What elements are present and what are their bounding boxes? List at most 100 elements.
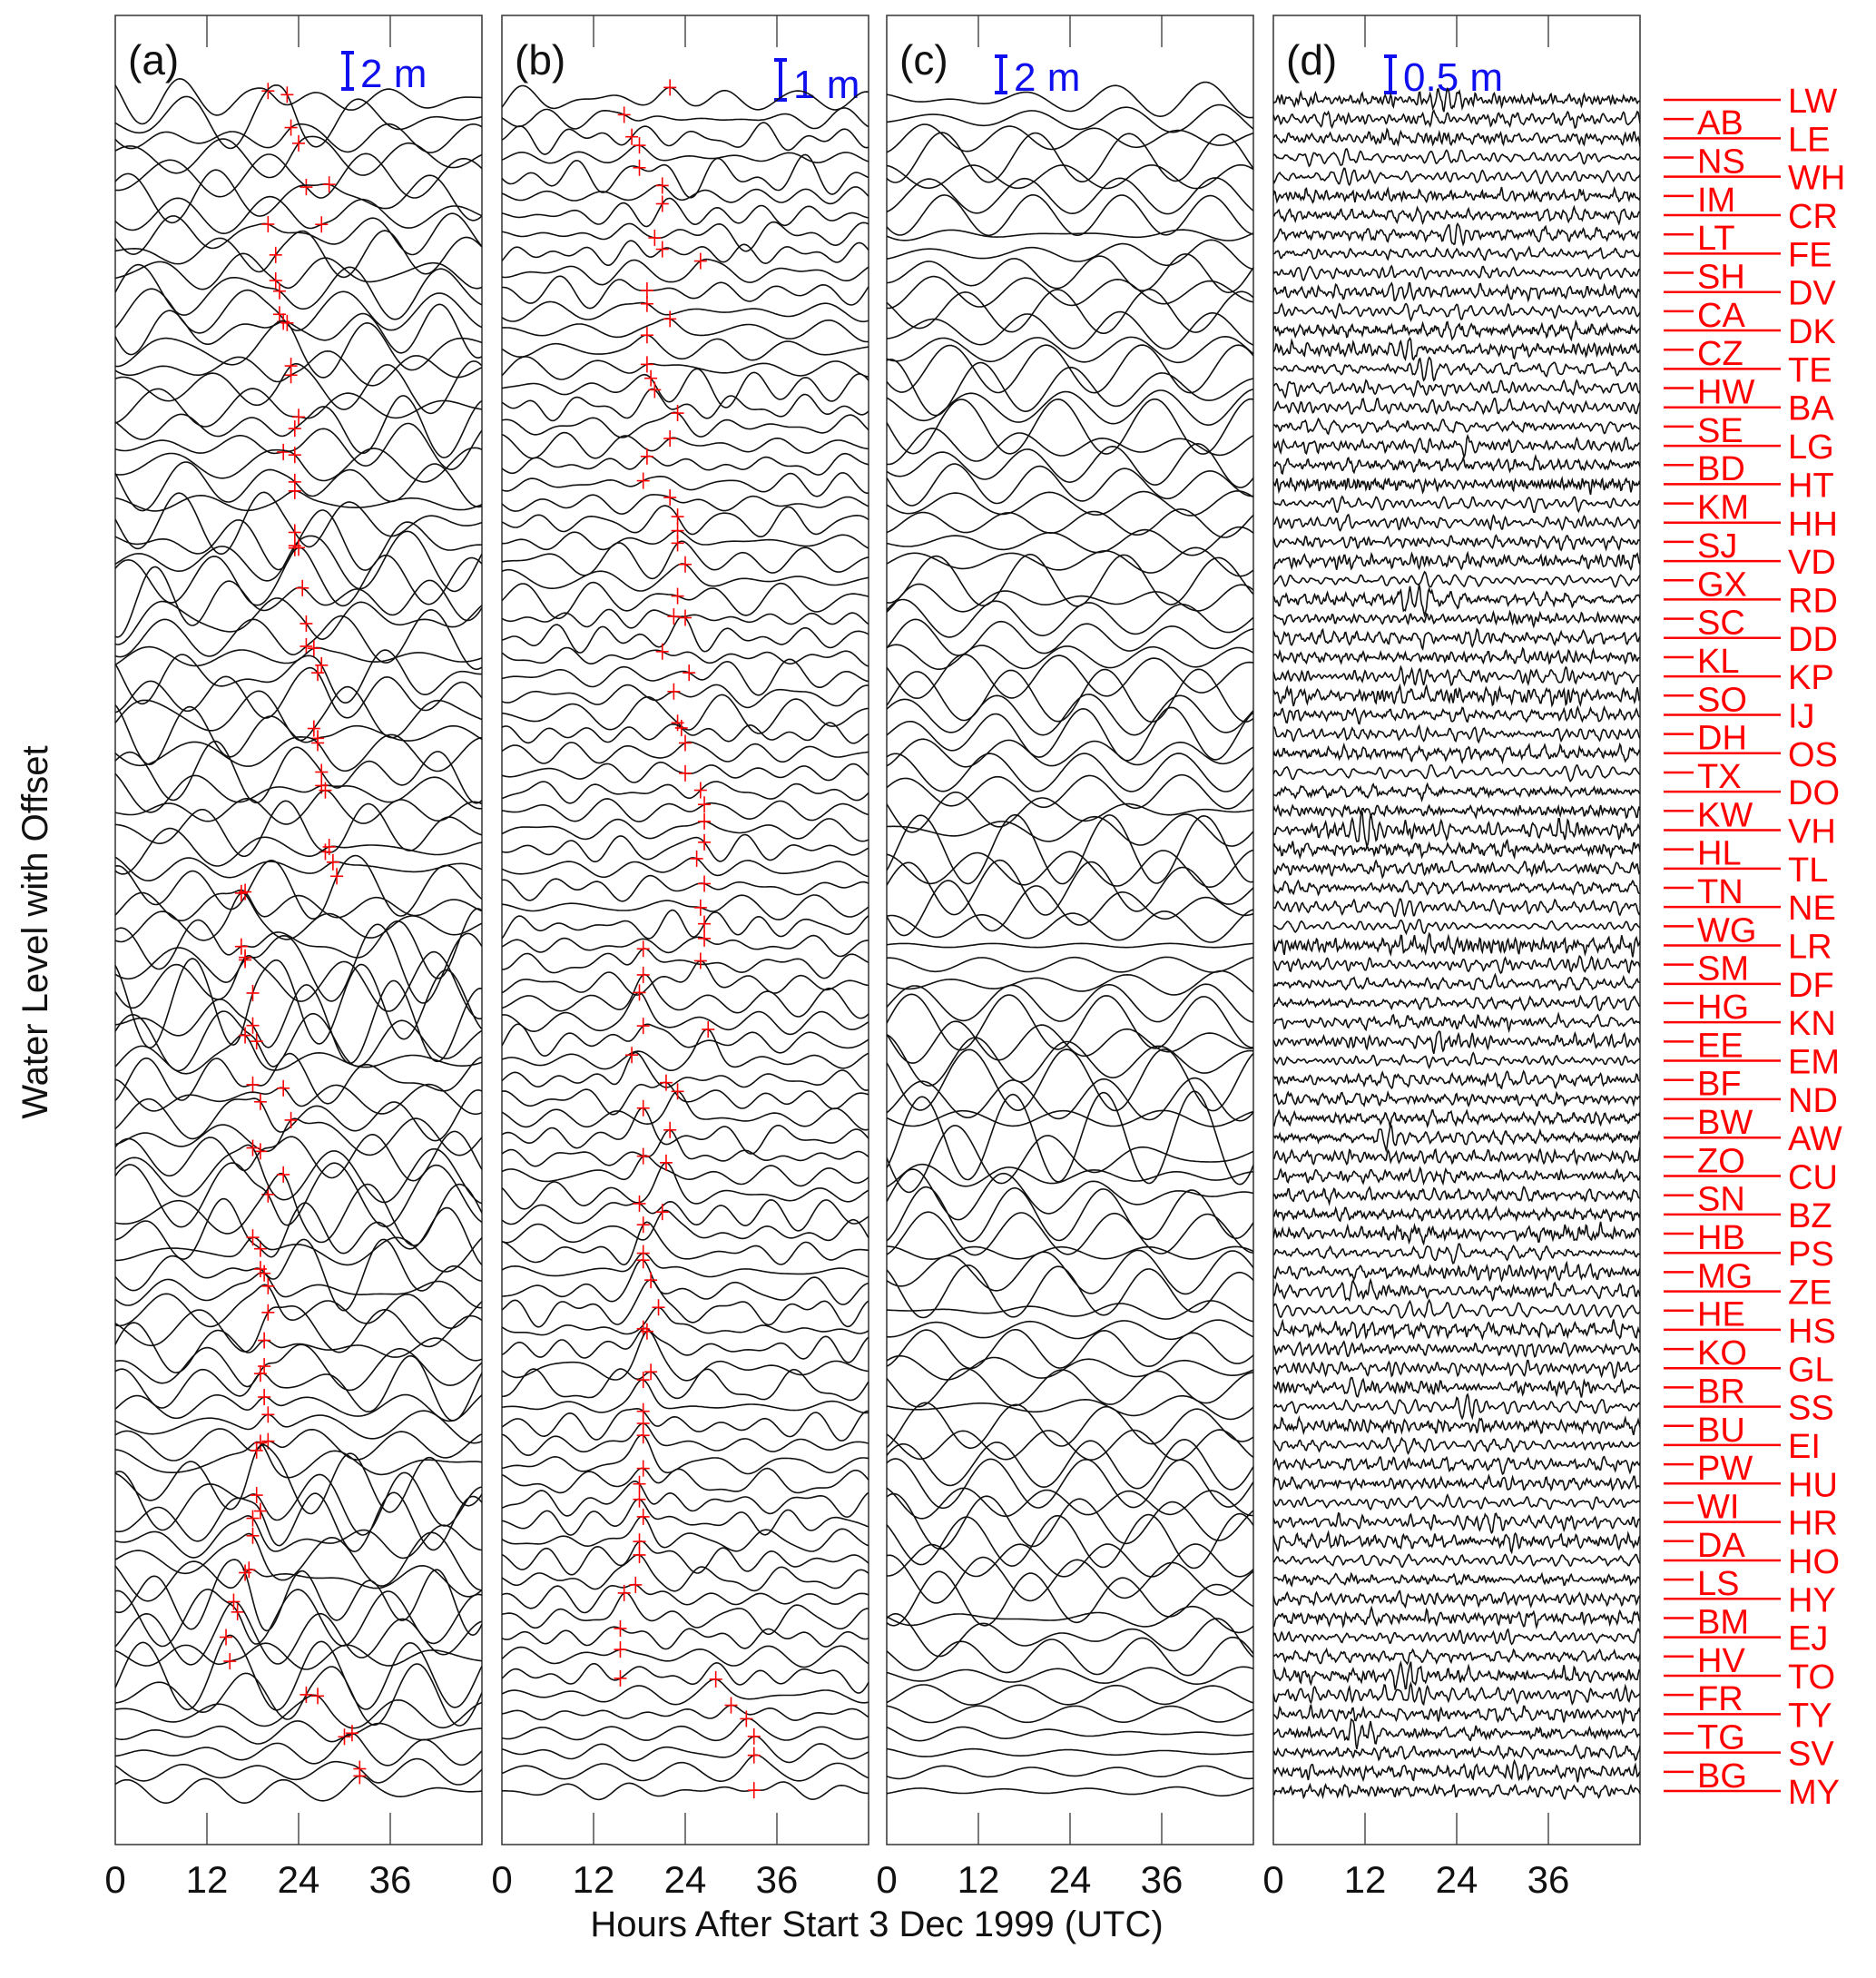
station-label-ss: SS	[1788, 1390, 1834, 1428]
trace-dk	[115, 303, 482, 359]
trace-he	[1273, 1298, 1640, 1319]
pick-marker-icon	[307, 720, 320, 737]
trace-dv	[502, 275, 869, 310]
pick-marker-icon	[679, 764, 692, 782]
pick-marker-icon	[311, 734, 325, 752]
station-label-kw: KW	[1697, 796, 1753, 834]
trace-bu	[115, 1410, 482, 1444]
trace-ns	[1273, 147, 1640, 168]
pick-marker-icon	[698, 812, 712, 830]
trace-vh	[115, 800, 482, 858]
trace-sv	[115, 1732, 482, 1766]
pick-marker-icon	[663, 430, 677, 448]
station-label-df: DF	[1788, 967, 1834, 1005]
trace-ze	[115, 1272, 482, 1309]
station-label-os: OS	[1788, 736, 1838, 774]
trace-df	[502, 959, 869, 996]
pick-marker-icon	[292, 408, 305, 426]
trace-cr	[887, 194, 1253, 237]
station-labels: LW AB LE NS WH IM CR LT FE SH DV CA DK CZ TE HW BA SE LG BD…	[1664, 83, 1845, 1812]
trace-kp	[887, 654, 1253, 700]
pick-marker-icon	[674, 719, 688, 736]
scale-bar-icon	[341, 51, 354, 91]
trace-tl	[502, 857, 869, 879]
station-label-ns: NS	[1697, 143, 1745, 182]
trace-do	[1273, 782, 1640, 803]
trace-tl	[1273, 859, 1640, 880]
trace-ej	[115, 1600, 482, 1666]
trace-fe	[115, 230, 482, 279]
trace-hg	[887, 983, 1253, 1023]
trace-dv	[887, 275, 1253, 310]
pick-marker-icon	[633, 1475, 646, 1492]
trace-aw	[887, 1090, 1253, 1186]
station-label-ty: TY	[1788, 1697, 1832, 1735]
trace-se	[1273, 417, 1640, 436]
trace-hu	[887, 1458, 1253, 1510]
pick-marker-icon	[655, 177, 669, 194]
station-label-vd: VD	[1788, 544, 1836, 582]
trace-kl	[1273, 646, 1640, 665]
trace-mg	[1273, 1260, 1640, 1283]
pick-marker-icon	[296, 579, 309, 596]
trace-hl	[115, 827, 482, 875]
trace-le	[115, 123, 482, 153]
pick-marker-icon	[698, 875, 712, 892]
pick-marker-icon	[246, 1017, 260, 1034]
pick-marker-icon	[322, 838, 336, 855]
pick-marker-icon	[258, 1389, 271, 1406]
trace-ho	[887, 1543, 1253, 1578]
trace-ko	[887, 1329, 1253, 1370]
pick-marker-icon	[636, 966, 650, 983]
trace-ty	[1273, 1704, 1640, 1726]
pick-marker-icon	[679, 734, 692, 752]
pick-marker-icon	[625, 128, 639, 145]
trace-ls	[115, 1560, 482, 1602]
trace-lr	[115, 908, 482, 979]
pick-marker-icon	[250, 1487, 263, 1504]
station-label-cr: CR	[1788, 198, 1838, 236]
pick-marker-icon	[617, 1584, 631, 1601]
trace-dk	[502, 318, 869, 343]
pick-marker-icon	[353, 1767, 367, 1785]
trace-ne	[887, 880, 1253, 937]
trace-lr	[1273, 931, 1640, 958]
pick-marker-icon	[614, 1669, 627, 1687]
panel-b: 0 12 24 36 (b) 1 m	[491, 15, 869, 1901]
trace-kn	[502, 991, 869, 1036]
trace-hu	[502, 1467, 869, 1494]
trace-lr	[502, 934, 869, 958]
station-label-to: TO	[1788, 1658, 1835, 1697]
trace-tg	[887, 1726, 1253, 1742]
trace-ne	[1273, 898, 1640, 918]
trace-ba	[1273, 397, 1640, 416]
trace-wi	[887, 1487, 1253, 1520]
station-label-bd: BD	[1697, 450, 1745, 488]
pick-marker-icon	[234, 884, 248, 901]
trace-cz	[502, 334, 869, 361]
trace-fr	[887, 1684, 1253, 1706]
trace-wh	[502, 153, 869, 199]
x-tick-label: 36	[369, 1858, 412, 1901]
trace-hv	[887, 1636, 1253, 1677]
pick-marker-icon	[239, 949, 252, 966]
trace-ho	[502, 1540, 869, 1576]
trace-da	[887, 1512, 1253, 1570]
trace-se	[115, 395, 482, 458]
trace-em	[1273, 1051, 1640, 1070]
trace-hv	[115, 1642, 482, 1670]
trace-br	[1273, 1376, 1640, 1398]
pick-marker-icon	[246, 1229, 260, 1246]
trace-ee	[887, 1020, 1253, 1064]
station-label-te: TE	[1788, 351, 1832, 389]
trace-dd	[1273, 627, 1640, 651]
station-label-nd: ND	[1788, 1082, 1838, 1120]
trace-kp	[115, 649, 482, 705]
trace-fr	[1273, 1680, 1640, 1707]
trace-kn	[115, 979, 482, 1065]
trace-to	[1273, 1659, 1640, 1690]
trace-cz	[1273, 336, 1640, 361]
station-label-km: KM	[1697, 489, 1749, 527]
pick-marker-icon	[740, 1710, 753, 1727]
panel-label: (a)	[128, 36, 179, 84]
